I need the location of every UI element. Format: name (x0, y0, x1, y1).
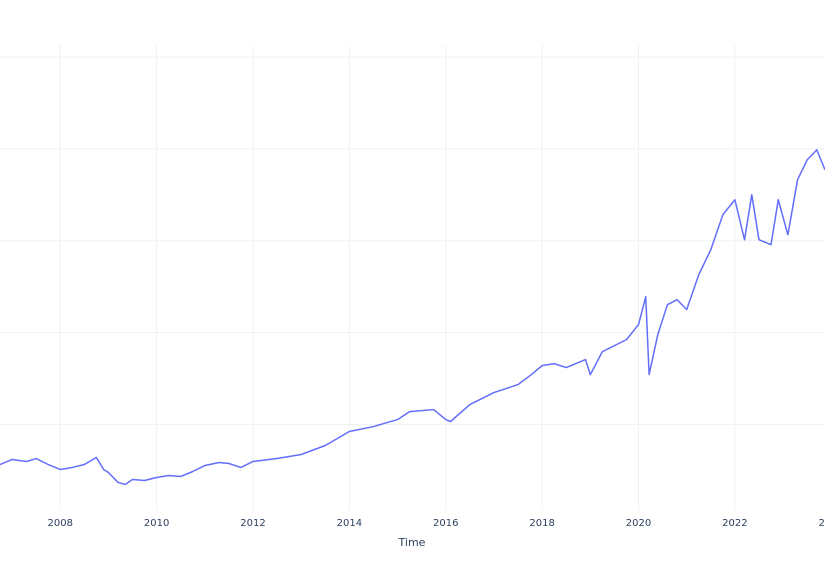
x-tick-label: 2024 (819, 518, 825, 529)
x-tick-label: 2022 (722, 518, 747, 529)
x-tick-label: 2012 (240, 518, 265, 529)
x-tick-label: 2016 (433, 518, 458, 529)
line-series (0, 149, 825, 486)
x-tick-label: 2014 (337, 518, 362, 529)
x-tick-label: 2008 (48, 518, 73, 529)
x-axis-title: Time (398, 536, 426, 549)
x-tick-label: 2018 (529, 518, 554, 529)
x-tick-label: 2010 (144, 518, 169, 529)
x-tick-label: 2020 (626, 518, 651, 529)
